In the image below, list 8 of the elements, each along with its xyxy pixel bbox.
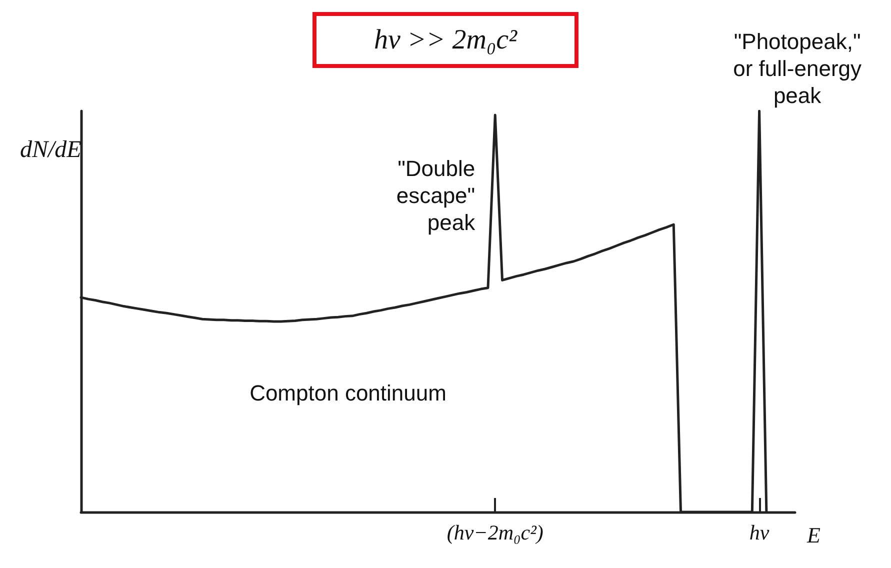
chart-title: hν >> 2m₀c²	[374, 24, 518, 56]
annotation: "Photopeak," or full-energy peak	[733, 29, 862, 108]
x-axis-title: E	[806, 522, 821, 548]
x-tick-label: hν	[749, 520, 770, 544]
y-axis-title: dN/dE	[20, 137, 82, 163]
annotation: "Double escape" peak	[396, 156, 476, 236]
annotation: Compton continuum	[250, 380, 446, 406]
x-tick-label: (hν−2m₀c²)	[446, 520, 544, 544]
